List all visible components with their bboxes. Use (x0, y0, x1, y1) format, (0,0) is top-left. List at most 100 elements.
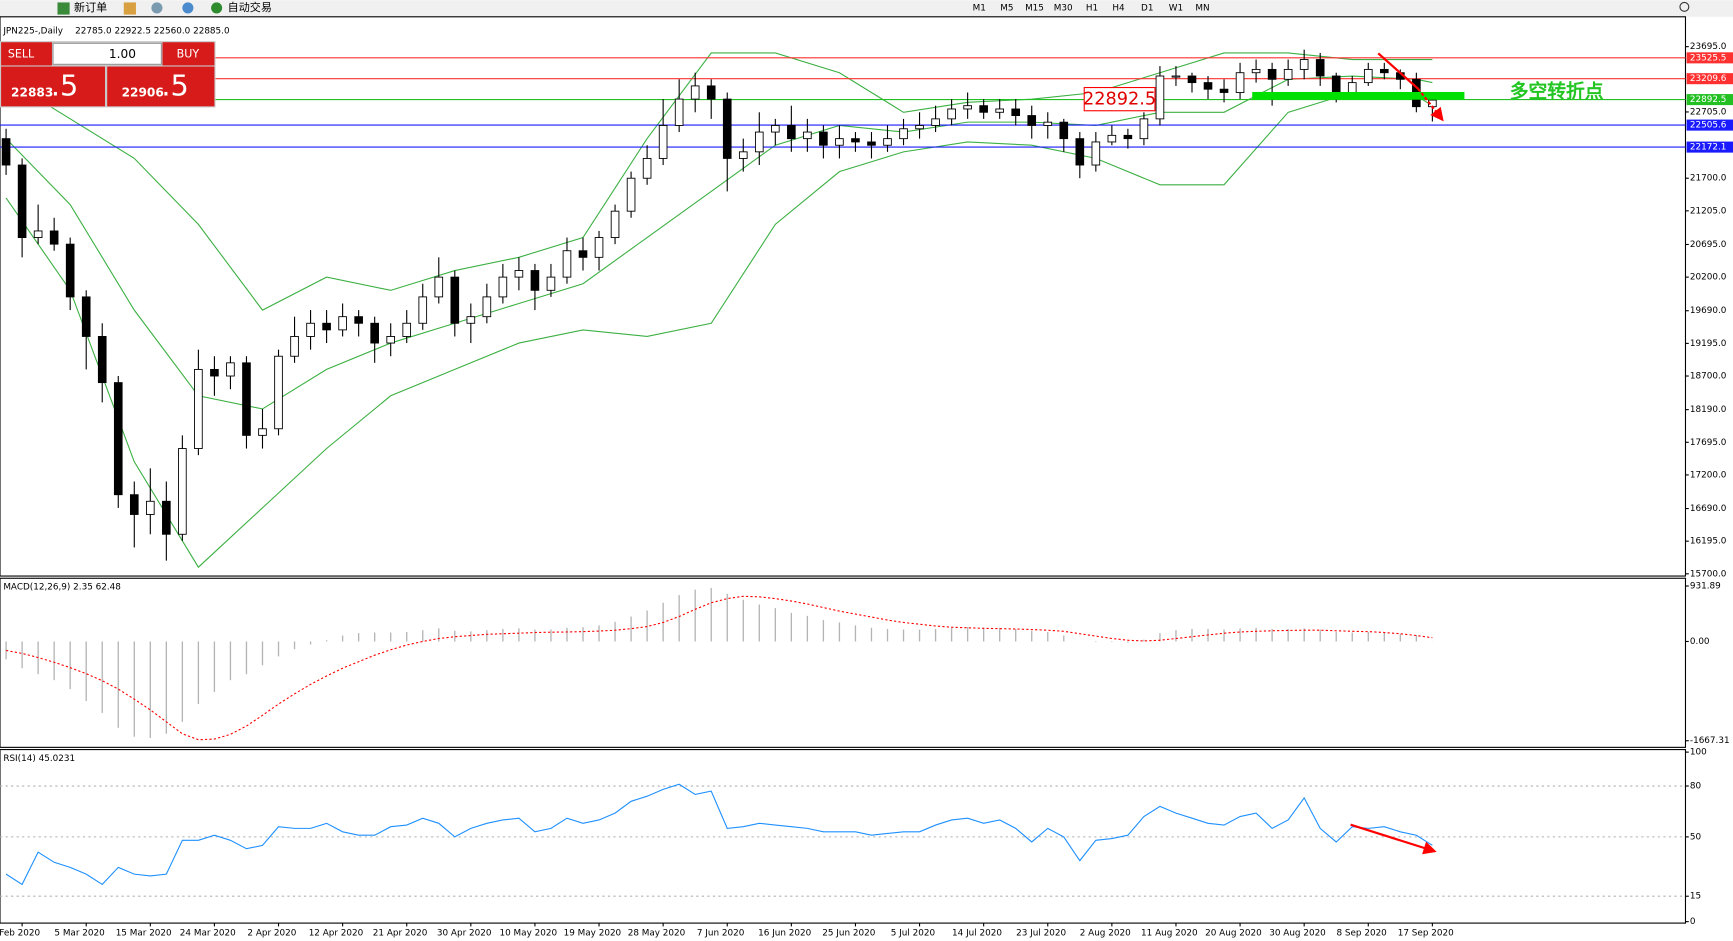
y-tick-label: 18190.0 (1690, 405, 1727, 415)
sell-button[interactable] (1, 42, 52, 66)
candle-body (578, 250, 588, 258)
candle-body (674, 98, 684, 126)
candle-body (1059, 121, 1069, 140)
candle-body (851, 138, 860, 143)
lot-field[interactable] (52, 42, 162, 65)
icon[interactable] (182, 2, 194, 14)
candle-body (610, 210, 620, 238)
buy-price[interactable]: 22906 (122, 86, 164, 100)
candle-body (194, 368, 203, 449)
candle-body (322, 322, 331, 331)
buy-price-frac[interactable]: .5 (161, 69, 188, 103)
trend-arrow (1377, 52, 1419, 90)
candle-body (738, 151, 748, 159)
new-order[interactable]: 新订单 (74, 0, 107, 14)
candle-body (162, 500, 171, 535)
x-tick-label: 2 Aug 2020 (1080, 929, 1131, 939)
x-tick-label: 12 Apr 2020 (309, 929, 364, 939)
y-tick-label: 18700.0 (1690, 372, 1727, 382)
y-tick-label: 21700.0 (1690, 174, 1727, 184)
candle-body (883, 138, 892, 146)
candle-body (1139, 118, 1149, 140)
level-tag (1686, 141, 1733, 153)
x-tick-label: 23 Jul 2020 (1016, 929, 1066, 939)
x-tick-label: 21 Apr 2020 (373, 929, 428, 939)
level-tag (1686, 73, 1733, 85)
timeframe[interactable]: M15 (1025, 3, 1044, 13)
icon[interactable] (123, 2, 136, 15)
candle-body (1203, 82, 1213, 90)
timeframe[interactable]: M5 (1000, 3, 1013, 13)
candle-body (1, 138, 11, 166)
candle-body (1283, 68, 1293, 80)
timeframe[interactable]: M1 (973, 3, 986, 13)
main-panel (0, 16, 1687, 577)
search-icon[interactable] (1679, 1, 1690, 12)
timeframe[interactable]: H1 (1086, 3, 1098, 13)
timeframe[interactable]: H4 (1112, 3, 1125, 13)
x-tick-label: 25 Jun 2020 (822, 929, 875, 939)
candle-body (626, 177, 636, 212)
y-tick-label: 15700.0 (1690, 569, 1727, 579)
candle-body (546, 276, 556, 291)
y-tick-label: 20695.0 (1690, 240, 1727, 250)
buy-button[interactable] (162, 42, 215, 66)
y-tick-label: 0 (1690, 917, 1696, 927)
x-tick-label: 16 Jun 2020 (758, 929, 811, 939)
candle-body (722, 98, 732, 159)
x-tick-label: 2 Apr 2020 (247, 929, 296, 939)
icon[interactable] (57, 2, 70, 15)
y-tick-label: 16690.0 (1690, 504, 1727, 514)
sell-price[interactable]: 22883 (11, 86, 53, 100)
candle-body (754, 131, 764, 153)
x-tick-label: 15 Mar 2020 (116, 929, 172, 939)
candle-body (386, 336, 396, 344)
y-tick-label: 0.00 (1690, 637, 1710, 647)
lot-value[interactable]: 1.00 (109, 47, 136, 61)
candle-body (1043, 121, 1053, 126)
y-tick-label: 50 (1690, 832, 1702, 842)
candle-body (787, 125, 796, 140)
x-tick-label: 10 May 2020 (500, 929, 558, 939)
icon[interactable] (211, 2, 223, 14)
x-tick-label: 14 Jul 2020 (952, 929, 1002, 939)
sell-label[interactable]: SELL (8, 47, 35, 60)
macd-panel (0, 577, 1687, 748)
panel-title: MACD(12,26,9) 2.35 62.48 (3, 583, 121, 593)
candle-body (835, 138, 844, 146)
candle-body (498, 276, 508, 298)
band-line (5, 52, 1433, 311)
sell-price-frac[interactable]: .5 (51, 69, 78, 103)
candle-body (482, 296, 492, 318)
buy-price-box[interactable] (107, 66, 215, 107)
timeframe[interactable]: M30 (1054, 3, 1073, 13)
y-tick-label: -1667.31 (1690, 736, 1730, 746)
icon[interactable] (151, 2, 163, 14)
sell-price-box[interactable] (1, 66, 105, 107)
candle-body (803, 131, 812, 140)
level-label: 22505.6 (1690, 121, 1727, 131)
auto-trading[interactable]: 自动交易 (228, 0, 272, 14)
toolbar (0, 0, 1733, 17)
level-tag (1686, 52, 1733, 64)
level-label: 22892.5 (1690, 95, 1727, 105)
timeframe[interactable]: W1 (1169, 3, 1183, 13)
candle-body (434, 276, 444, 298)
x-tick-label: 5 Feb 2020 (0, 929, 41, 939)
candle-body (113, 382, 123, 496)
timeframe[interactable]: D1 (1141, 3, 1153, 13)
y-tick-label: 22705.0 (1690, 107, 1727, 117)
x-tick-label: 8 Sep 2020 (1336, 929, 1387, 939)
buy-label[interactable]: BUY (177, 47, 200, 60)
candle-body (242, 362, 251, 436)
y-tick-label: 17200.0 (1690, 470, 1727, 480)
candle-body (594, 237, 604, 258)
candle-body (1187, 75, 1197, 84)
plots: JPN225-,Daily 22785.0 22922.5 22560.0 228… (0, 27, 1733, 939)
candle-body (771, 125, 780, 133)
x-tick-label: 19 May 2020 (564, 929, 622, 939)
candle-body (1075, 138, 1085, 166)
candle-body (867, 141, 876, 146)
timeframe[interactable]: MN (1195, 3, 1209, 13)
level-label: 23525.5 (1690, 53, 1727, 63)
